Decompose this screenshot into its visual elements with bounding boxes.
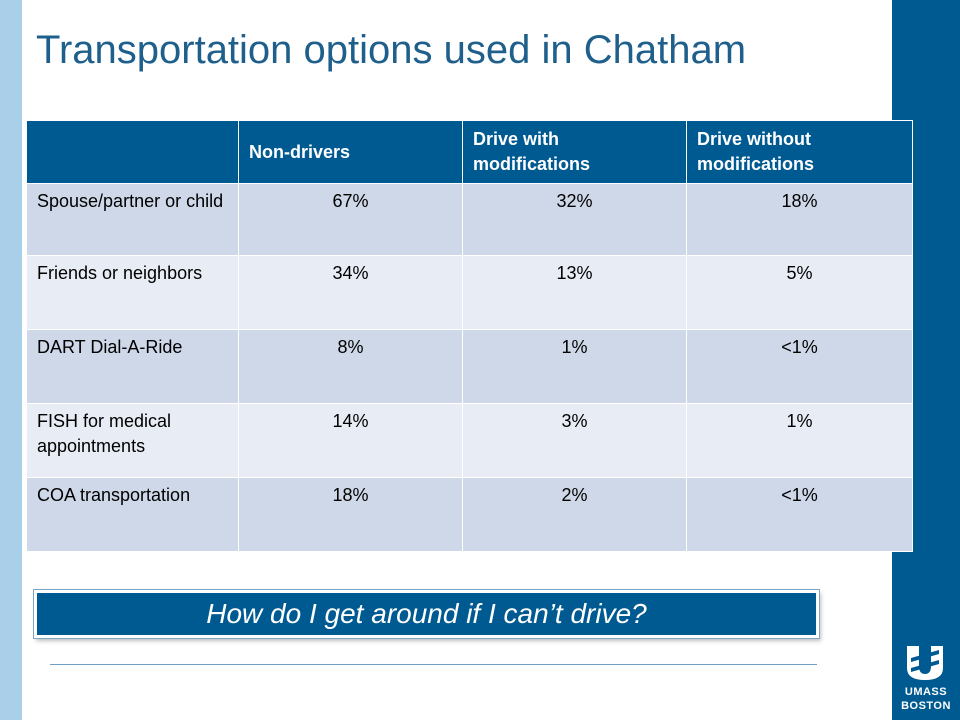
table-cell: <1% (686, 329, 913, 404)
transportation-table: Non-drivers Drive with modifications Dri… (26, 120, 913, 552)
table-header-row: Non-drivers Drive with modifications Dri… (26, 120, 913, 184)
table-row: COA transportation 18% 2% <1% (26, 477, 913, 552)
table-row: FISH for medical appointments 14% 3% 1% (26, 403, 913, 478)
table-row: Friends or neighbors 34% 13% 5% (26, 255, 913, 330)
table-cell: 14% (238, 403, 463, 478)
row-label: DART Dial-A-Ride (26, 329, 239, 404)
umass-boston-logo: UMASS BOSTON (896, 642, 956, 716)
table-cell: 34% (238, 255, 463, 330)
table-cell: 1% (686, 403, 913, 478)
row-label: Spouse/partner or child (26, 183, 239, 256)
header-cell-non-drivers: Non-drivers (238, 120, 463, 184)
header-cell-drive-without-modifications: Drive without modifications (686, 120, 913, 184)
logo-text-line2: BOSTON (901, 700, 951, 712)
table-cell: 5% (686, 255, 913, 330)
table-row: Spouse/partner or child 67% 32% 18% (26, 183, 913, 256)
table-cell: 67% (238, 183, 463, 256)
table-cell: 13% (462, 255, 687, 330)
table-cell: 18% (686, 183, 913, 256)
table-cell: <1% (686, 477, 913, 552)
header-cell-drive-with-modifications: Drive with modifications (462, 120, 687, 184)
table-cell: 2% (462, 477, 687, 552)
table-cell: 3% (462, 403, 687, 478)
table-cell: 8% (238, 329, 463, 404)
table-cell: 18% (238, 477, 463, 552)
row-label: COA transportation (26, 477, 239, 552)
table-cell: 1% (462, 329, 687, 404)
row-label: Friends or neighbors (26, 255, 239, 330)
table-cell: 32% (462, 183, 687, 256)
table-row: DART Dial-A-Ride 8% 1% <1% (26, 329, 913, 404)
footer-divider (50, 664, 817, 665)
slide-title: Transportation options used in Chatham (36, 28, 747, 72)
logo-text-line1: UMASS (904, 686, 948, 698)
umass-logo-mark-icon (907, 646, 943, 680)
row-label: FISH for medical appointments (26, 403, 239, 478)
question-callout: How do I get around if I can’t drive? (33, 589, 820, 639)
header-cell-empty (26, 120, 239, 184)
